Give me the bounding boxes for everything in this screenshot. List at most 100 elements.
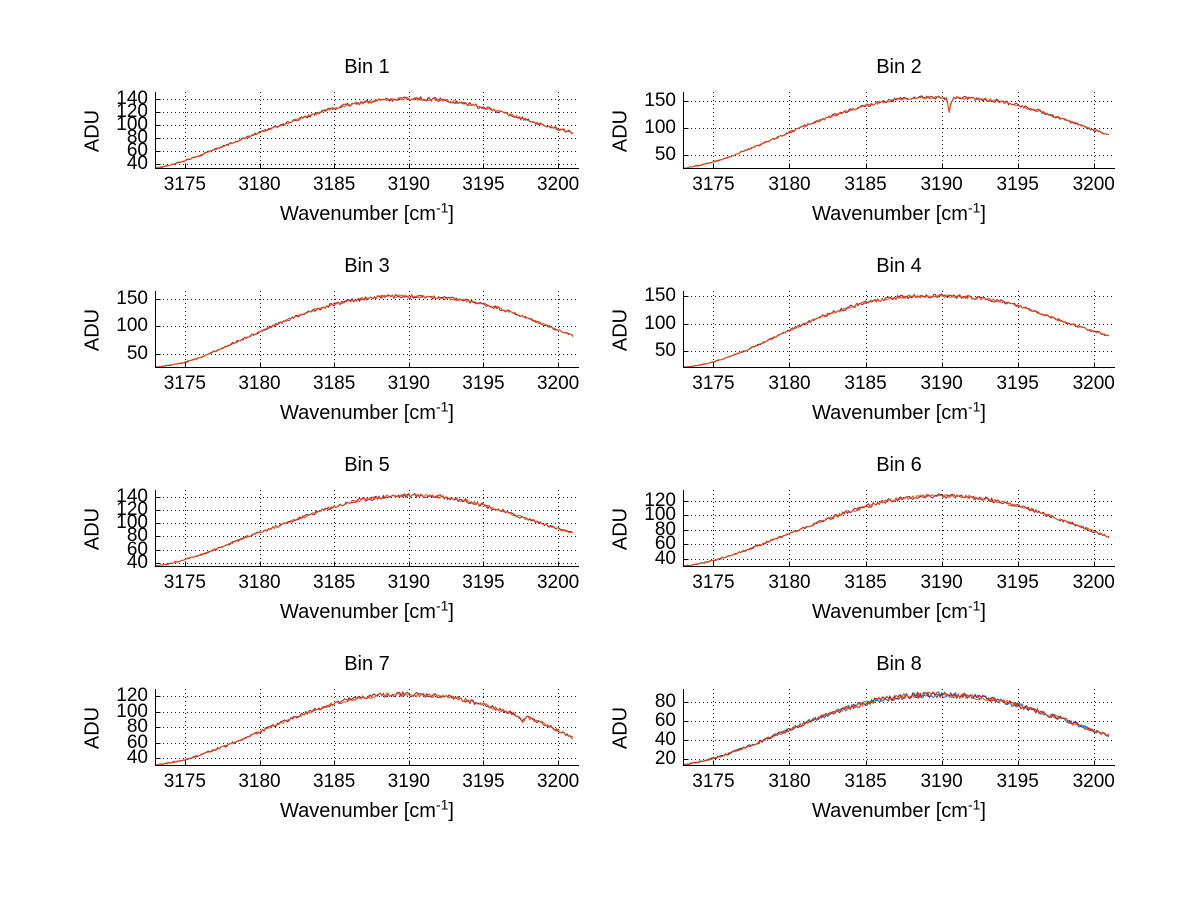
x-tick-label: 3190 [920, 771, 963, 792]
subplot-bin-6: Bin 6 ADU Wavenumber [cm-1] 40 60 80 100 120… [610, 454, 1115, 623]
x-tick-label: 3200 [1072, 174, 1115, 195]
x-tick-label: 3200 [1072, 373, 1115, 394]
y-tick-label: 150 [644, 285, 676, 307]
subplot-title: Bin 4 [876, 255, 922, 277]
y-tick-label: 120 [116, 685, 148, 706]
x-axis-label: Wavenumber [cm-1] [280, 199, 454, 225]
x-tick-label: 3185 [844, 572, 887, 593]
plot-area [154, 92, 579, 169]
x-tick-label: 3200 [536, 771, 580, 792]
x-axis-label: Wavenumber [cm-1] [812, 199, 986, 225]
y-tick-label: 120 [116, 498, 148, 520]
x-tick-label: 3195 [462, 174, 505, 195]
plot-area [682, 689, 1115, 767]
y-tick-label: 80 [126, 525, 148, 547]
x-tick-label: 3185 [844, 174, 887, 195]
x-tick-label: 3185 [844, 771, 887, 792]
x-tick-label: 3195 [996, 373, 1039, 394]
x-axis-label: Wavenumber [cm-1] [280, 398, 454, 424]
subplot-title: Bin 1 [344, 56, 390, 78]
x-tick-label: 3175 [163, 572, 206, 593]
x-tick-label: 3195 [462, 373, 505, 394]
y-tick-label: 60 [654, 533, 676, 555]
y-tick-label: 100 [644, 312, 676, 334]
x-tick-label: 3200 [536, 373, 580, 394]
subplot-title: Bin 3 [344, 255, 390, 277]
x-tick-label: 3175 [163, 771, 206, 792]
x-axis-label: Wavenumber [cm-1] [280, 796, 454, 822]
plot-area [682, 490, 1115, 567]
subplot-title: Bin 5 [344, 454, 390, 476]
y-tick-label: 140 [116, 88, 148, 110]
y-tick-label: 20 [654, 748, 676, 770]
y-tick-label: 150 [644, 89, 676, 111]
x-tick-label: 3190 [387, 373, 430, 394]
plot-area [155, 689, 579, 766]
x-tick-label: 3180 [238, 771, 281, 792]
y-tick-label: 100 [116, 315, 148, 337]
y-tick-label: 40 [126, 552, 148, 574]
y-tick-label: 100 [644, 116, 676, 138]
subplot-title: Bin 6 [876, 454, 922, 476]
y-tick-label: 40 [126, 152, 148, 174]
y-tick-label: 100 [644, 504, 676, 526]
x-tick-label: 3195 [996, 572, 1039, 593]
x-tick-label: 3190 [920, 174, 963, 195]
subplot-title: Bin 2 [876, 56, 922, 78]
x-axis-label: Wavenumber [cm-1] [280, 597, 454, 623]
x-tick-label: 3175 [692, 771, 735, 792]
y-tick-label: 100 [116, 512, 148, 534]
x-tick-label: 3195 [462, 572, 505, 593]
x-tick-label: 3180 [768, 373, 811, 394]
plot-area [154, 490, 579, 568]
subplot-bin-3: Bin 3 ADU Wavenumber [cm-1] 50 100 150 3175… [82, 255, 580, 424]
y-tick-label: 60 [126, 731, 148, 753]
x-tick-label: 3200 [536, 174, 580, 195]
x-tick-label: 3175 [692, 174, 735, 195]
y-tick-label: 80 [126, 716, 148, 738]
x-tick-label: 3185 [844, 373, 887, 394]
x-tick-label: 3180 [768, 174, 811, 195]
subplot-title: Bin 8 [876, 653, 922, 675]
x-tick-label: 3190 [387, 771, 430, 792]
x-tick-label: 3185 [313, 572, 356, 593]
subplot-bin-2: Bin 2 ADU Wavenumber [cm-1] 50 100 150 3175… [610, 56, 1115, 225]
x-tick-label: 3185 [313, 373, 356, 394]
y-tick-label: 80 [126, 126, 148, 148]
y-tick-label: 50 [126, 342, 148, 364]
y-tick-label: 80 [654, 518, 676, 540]
x-tick-label: 3175 [692, 572, 735, 593]
x-tick-label: 3180 [768, 572, 811, 593]
x-tick-label: 3200 [1072, 771, 1115, 792]
x-tick-label: 3190 [387, 572, 430, 593]
x-tick-label: 3195 [462, 771, 505, 792]
y-tick-label: 120 [644, 489, 676, 511]
y-tick-label: 50 [654, 340, 676, 362]
x-tick-label: 3190 [387, 174, 430, 195]
y-tick-label: 80 [654, 691, 676, 713]
plot-area [154, 291, 579, 368]
y-tick-label: 60 [126, 538, 148, 560]
x-tick-label: 3190 [920, 373, 963, 394]
y-tick-label: 60 [654, 710, 676, 732]
x-tick-label: 3190 [920, 572, 963, 593]
x-tick-label: 3180 [238, 174, 281, 195]
x-axis-label: Wavenumber [cm-1] [812, 398, 986, 424]
y-tick-label: 50 [654, 143, 676, 165]
y-tick-label: 40 [126, 747, 148, 769]
x-tick-label: 3185 [313, 771, 356, 792]
x-axis-label: Wavenumber [cm-1] [812, 597, 986, 623]
subplot-bin-4: Bin 4 ADU Wavenumber [cm-1] 50 100 150 3175… [610, 255, 1115, 424]
x-tick-label: 3200 [536, 572, 580, 593]
subplot-bin-7: Bin 7 ADU Wavenumber [cm-1] 40 60 80 100 120… [82, 653, 580, 822]
x-tick-label: 3180 [238, 373, 281, 394]
subplot-bin-8: Bin 8 ADU Wavenumber [cm-1] 20 40 60 80 3175… [610, 653, 1115, 822]
y-tick-label: 40 [654, 548, 676, 569]
y-tick-label: 40 [654, 729, 676, 751]
y-tick-label: 100 [116, 700, 148, 722]
y-tick-label: 150 [116, 287, 148, 309]
x-tick-label: 3195 [996, 771, 1039, 792]
x-tick-label: 3185 [313, 174, 356, 195]
x-tick-label: 3180 [238, 572, 281, 593]
